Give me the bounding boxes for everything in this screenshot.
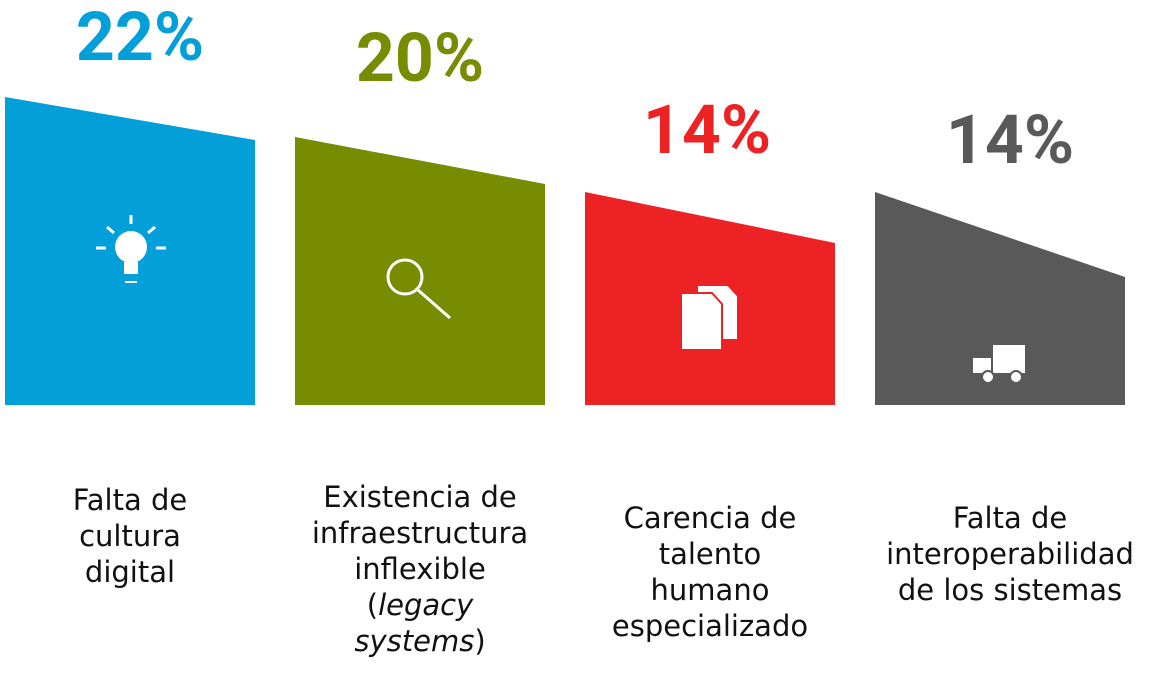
bulb-icon: [96, 215, 166, 283]
label-line: de los sistemas: [898, 573, 1122, 607]
label-segment: digital: [85, 555, 175, 589]
truck-icon: [973, 345, 1025, 384]
label-segment: legacy: [378, 588, 474, 622]
label-segment: systems: [354, 624, 474, 658]
percentage: 14%: [643, 90, 771, 170]
label-line: (legacy: [367, 588, 474, 622]
label-segment: de los sistemas: [898, 573, 1122, 607]
label-line: infraestructura: [312, 516, 528, 550]
label-line: inflexible: [354, 552, 486, 586]
label-line: digital: [85, 555, 175, 589]
label-segment: Falta de: [953, 501, 1067, 535]
label-line: humano: [651, 573, 770, 607]
label-segment: especializado: [612, 609, 808, 643]
label-segment: cultura: [79, 519, 181, 553]
panel: [875, 192, 1125, 405]
search-icon: [386, 258, 451, 320]
label-segment: inflexible: [354, 552, 486, 586]
label-line: especializado: [612, 609, 808, 643]
percentage: 22%: [76, 0, 204, 77]
label-segment: Falta de: [73, 483, 187, 517]
label-segment: infraestructura: [312, 516, 528, 550]
label-line: cultura: [79, 519, 181, 553]
label-segment: humano: [651, 573, 770, 607]
label-line: Falta de: [73, 483, 187, 517]
label-segment: ): [474, 624, 485, 658]
label-line: Falta de: [953, 501, 1067, 535]
label-line: Existencia de: [323, 480, 516, 514]
label-segment: Carencia de: [624, 501, 797, 535]
label-segment: interoperabilidad: [886, 537, 1134, 571]
label-line: Carencia de: [624, 501, 797, 535]
label-segment: talento: [659, 537, 762, 571]
label-line: talento: [659, 537, 762, 571]
documents-icon: [680, 284, 739, 351]
percentage: 20%: [356, 18, 484, 98]
label-segment: Existencia de: [323, 480, 516, 514]
label-segment: (: [367, 588, 378, 622]
label-line: interoperabilidad: [886, 537, 1134, 571]
percentage: 14%: [946, 100, 1074, 180]
label-line: systems): [354, 624, 485, 658]
